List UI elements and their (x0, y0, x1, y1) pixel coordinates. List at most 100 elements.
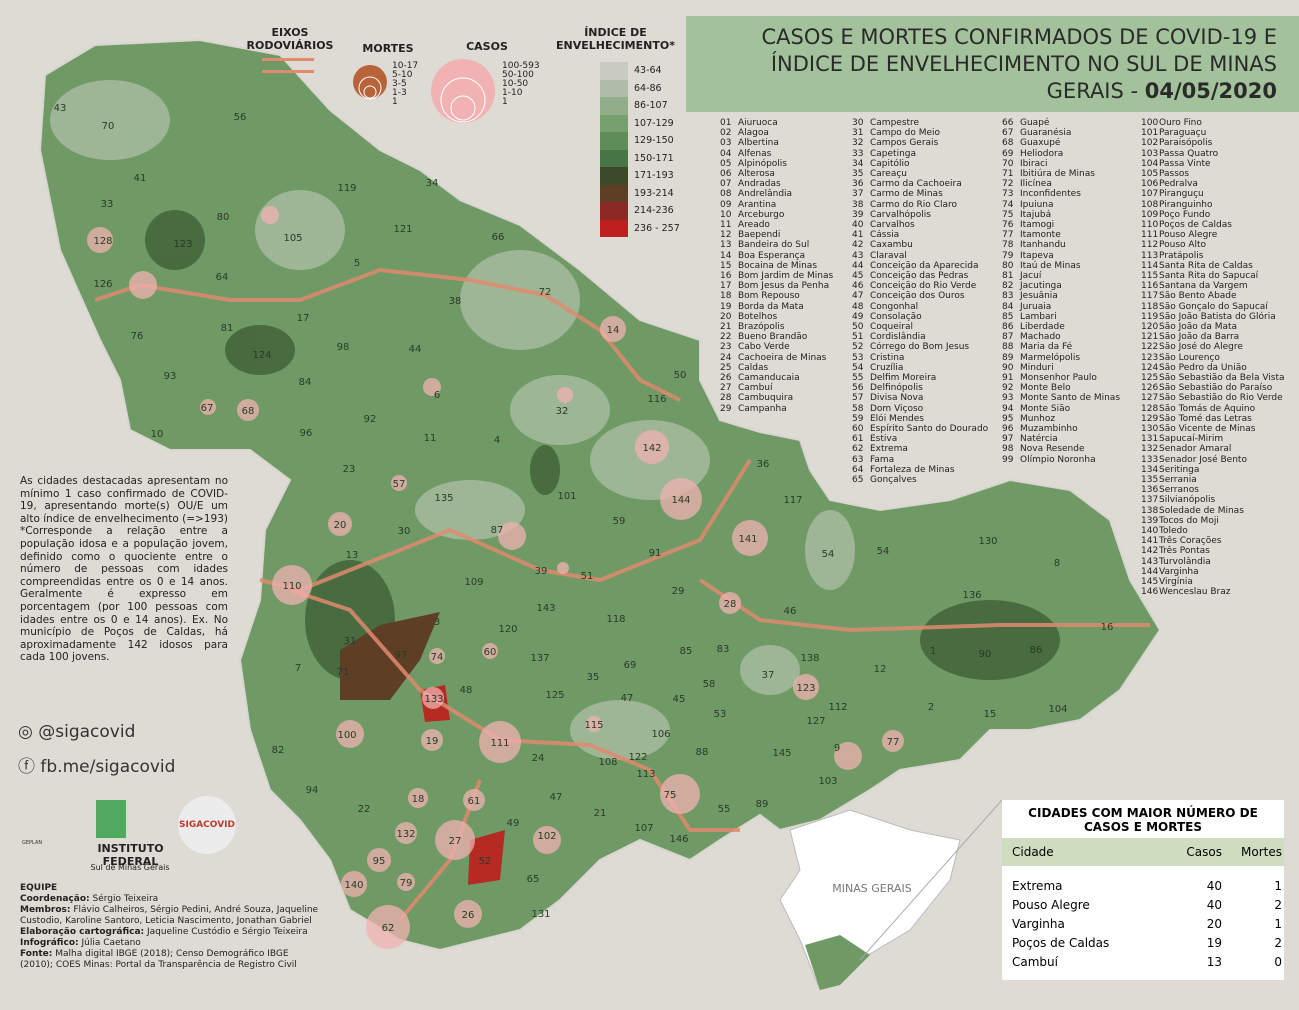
map-label: 103 (818, 776, 837, 787)
city-item: 24 Cachoeira de Minas (720, 353, 826, 363)
city-name: Passa Vinte (1159, 158, 1211, 169)
team-role: Elaboração cartográfica: (20, 927, 145, 937)
map-label: 94 (306, 785, 319, 796)
city-name: Itamogi (1020, 220, 1055, 230)
city-item: 96 Muzambinho (1002, 424, 1078, 434)
map-label: 67 (201, 403, 214, 414)
map-label: 91 (649, 548, 662, 559)
city-name: Passos (1159, 169, 1190, 179)
city-name: Pouso Alegre (1159, 230, 1218, 241)
case-circle (423, 378, 441, 396)
city-code: 120 (1141, 322, 1159, 332)
city-code: 16 (720, 271, 732, 281)
instagram[interactable]: ◎ @sigacovid (18, 722, 136, 742)
city-code: 78 (1002, 240, 1014, 251)
map-label: 4 (494, 435, 500, 446)
city-item: 121São João da Barra (1141, 332, 1239, 342)
table-row: Pouso Alegre 40 2 (1002, 895, 1284, 914)
city-item: 40 Carvalhos (852, 220, 915, 230)
map-label: 14 (607, 325, 620, 336)
case-circle (660, 774, 700, 814)
map-label: 2 (928, 702, 934, 713)
city-name: Cabo Verde (738, 342, 790, 353)
if-name: INSTITUTO FEDERAL (97, 842, 164, 868)
city-code: 100 (1141, 118, 1159, 128)
city-name: Munhoz (1020, 413, 1056, 424)
map-label: 6 (434, 390, 440, 401)
city-code: 81 (1002, 271, 1014, 281)
city-name: São João Batista do Glória (1159, 311, 1276, 322)
case-circle (635, 430, 669, 464)
team-members: Júlia Caetano (81, 938, 141, 948)
city-item: 03 Albertina (720, 138, 779, 148)
city-code: 95 (1002, 413, 1014, 424)
city-name: São Sebastião da Bela Vista (1159, 373, 1285, 383)
map-label: 47 (621, 693, 634, 704)
city-item: 43 Claraval (852, 251, 907, 261)
city-item: 41 Cássia (852, 230, 899, 240)
map-label: 33 (101, 199, 114, 210)
legend-swatch (600, 79, 628, 97)
map-label: 13 (346, 550, 359, 561)
table-row: Varginha 20 1 (1002, 914, 1284, 933)
city-item: 89 Marmelópolis (1002, 353, 1080, 363)
city-code: 01 (720, 118, 732, 128)
city-item: 66 Guapé (1002, 118, 1049, 128)
map-label: 76 (131, 331, 144, 342)
map-label: 102 (537, 831, 556, 842)
map-label: 10 (151, 429, 164, 440)
city-code: 125 (1141, 373, 1159, 383)
map-label: 46 (784, 606, 797, 617)
city-code: 69 (1002, 148, 1014, 159)
city-name: Fortaleza de Minas (870, 464, 955, 475)
city-name: Itanhandu (1020, 240, 1066, 251)
cases-legend-symbol (431, 59, 495, 123)
city-code: 41 (852, 230, 864, 241)
city-item: 39 Carvalhópolis (852, 210, 931, 220)
city-name: Andrelândia (738, 189, 793, 200)
city-item: 130São Vicente de Minas (1141, 424, 1255, 434)
city-code: 26 (720, 373, 732, 383)
inset-line (859, 799, 1003, 961)
city-code: 122 (1141, 342, 1159, 353)
city-name: Sapucaí-Mirim (1159, 434, 1224, 445)
city-code: 139 (1141, 515, 1159, 526)
city-item: 138Soledade de Minas (1141, 506, 1244, 516)
team-role: Coordenação: (20, 894, 90, 904)
city-code: 46 (852, 281, 864, 292)
city-code: 50 (852, 322, 864, 332)
city-item: 30 Campestre (852, 118, 919, 128)
map-label: 130 (978, 536, 997, 547)
legend-label: 50-100 (502, 70, 534, 80)
map-label: 92 (364, 414, 377, 425)
map-label: 124 (252, 350, 271, 361)
city-name: Monsenhor Paulo (1020, 373, 1097, 383)
city-name: Congonhal (870, 301, 919, 312)
city-item: 31 Campo do Meio (852, 128, 940, 138)
table-cell: 0 (1274, 954, 1282, 969)
city-name: Cássia (870, 230, 900, 241)
map-label: 47 (550, 792, 563, 803)
city-name: Delfim Moreira (870, 373, 937, 383)
case-circle (422, 687, 444, 709)
city-name: Guapé (1020, 118, 1050, 128)
city-item: 26 Camanducaia (720, 373, 800, 383)
team-role: Fonte: (20, 949, 53, 959)
city-name: Cambuquira (738, 393, 794, 404)
team-members: Malha digital IBGE (2018); Censo Demográ… (20, 949, 297, 970)
city-name: Pedralva (1159, 179, 1198, 190)
city-item: 102Paraisópolis (1141, 138, 1212, 148)
map-label: 106 (651, 729, 670, 740)
map-label: 140 (344, 880, 363, 891)
table-cell: 40 (1206, 897, 1222, 912)
map-label: 133 (424, 694, 443, 705)
map-label: 62 (382, 923, 395, 934)
deaths-legend-symbol (353, 65, 387, 100)
city-item: 99 Olímpio Noronha (1002, 455, 1096, 465)
facebook[interactable]: ⓕ fb.me/sigacovid (18, 757, 176, 777)
city-item: 131Sapucaí-Mirim (1141, 434, 1223, 444)
city-item: 128São Tomás de Aquino (1141, 404, 1255, 414)
case-circle (261, 206, 279, 224)
city-name: Baependi (738, 230, 781, 241)
